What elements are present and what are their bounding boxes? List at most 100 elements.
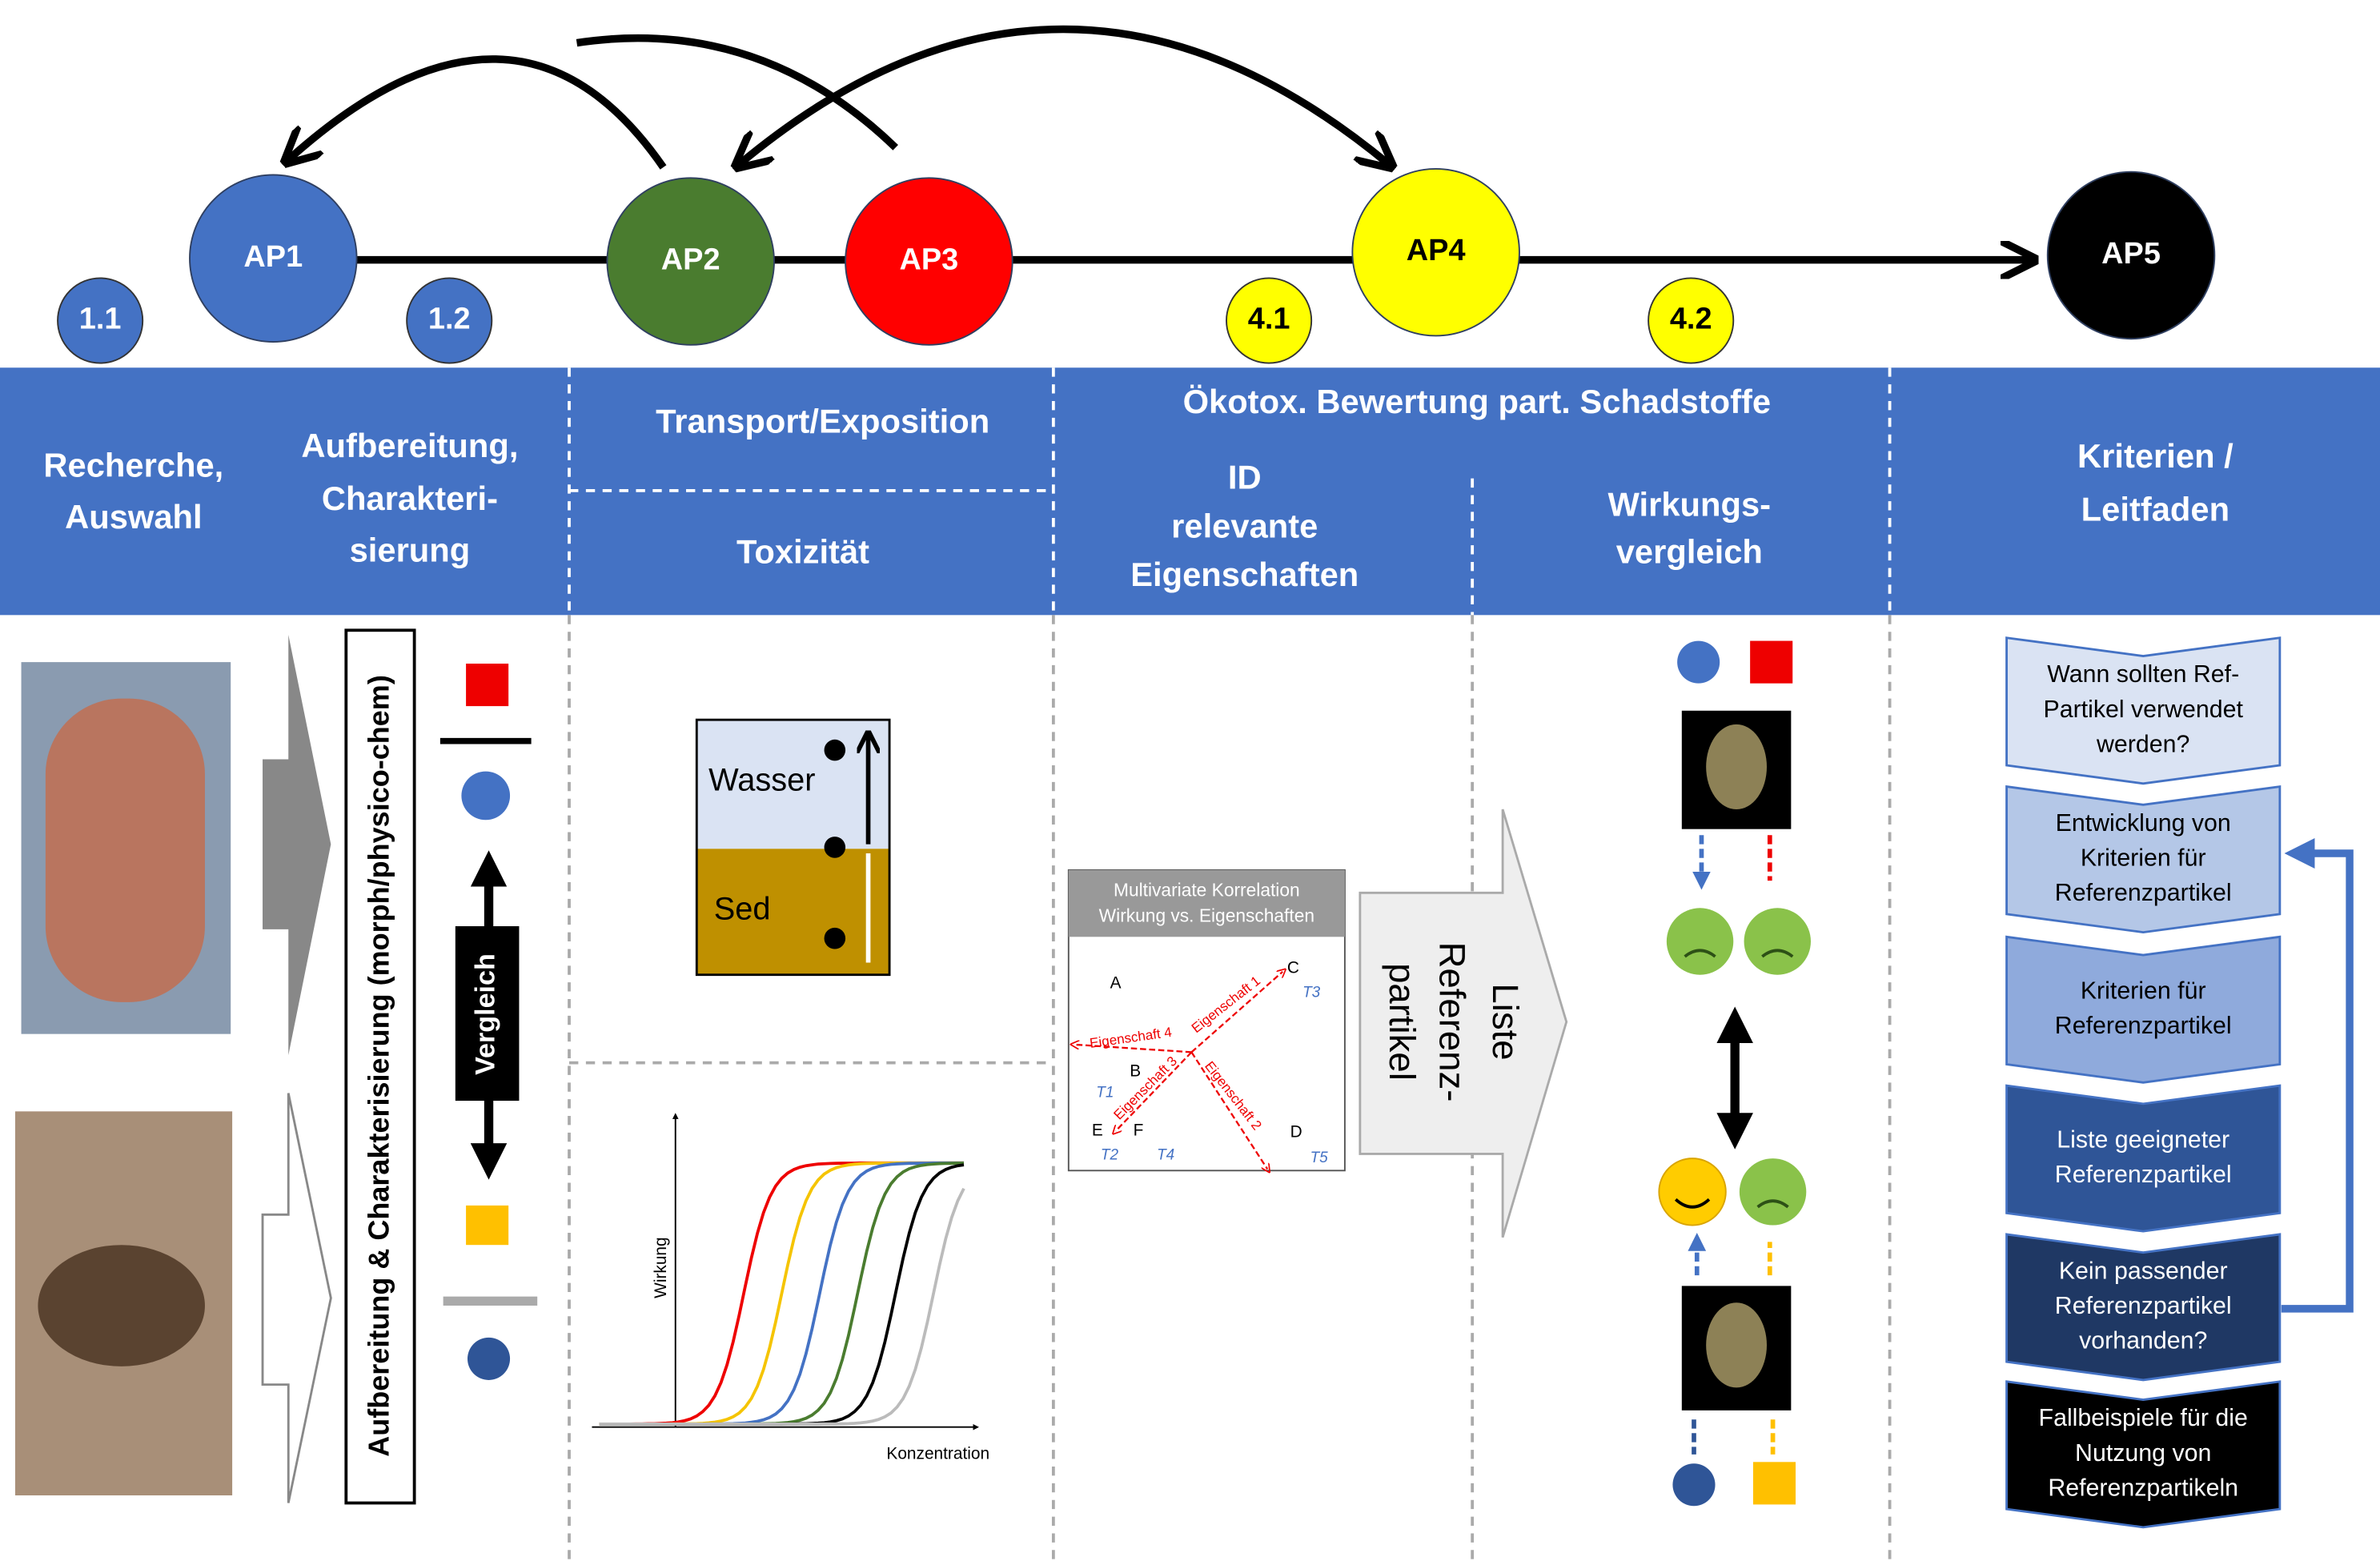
guide-step-label: Kriterien für [2081,845,2206,872]
guide-step-label: Liste geeigneter [2057,1126,2229,1153]
header-text: Kriterien / [2077,437,2234,475]
guide-step-label: Referenzpartikel [2055,1162,2232,1188]
test-label: T2 [1101,1146,1119,1163]
smile [1674,1198,1711,1209]
square-red [1750,640,1793,684]
water-label: Wasser [708,762,815,797]
sub-package-label: 1.1 [79,303,122,336]
work-package-label: AP4 [1407,234,1466,267]
point-label: A [1110,974,1122,993]
correlation-header [1068,869,1345,937]
daphnia [1706,1302,1767,1388]
test-label: T4 [1157,1146,1174,1163]
work-package-label: AP1 [243,240,303,274]
characterization-label: Aufbereitung & Charakterisierung (morph/… [362,675,395,1457]
guide-step-label: Referenzpartikel [2055,1293,2232,1319]
work-package [845,177,1013,346]
guide-step-label: Wann sollten Ref- [2047,661,2239,688]
photo-soil-hands [38,1245,205,1366]
timeline [273,25,2031,259]
square-red [466,664,509,707]
guide-step-label: Partikel verwendet [2043,696,2243,723]
guide-step-label: Referenzpartikeln [2048,1475,2238,1501]
work-package-label: AP5 [2101,237,2161,271]
sub-package-label: 4.2 [1670,303,1712,336]
correlation-title: Wirkung vs. Eigenschaften [1099,905,1314,926]
work-package-label: AP3 [900,243,959,277]
guide-step-label: Referenzpartikel [2055,880,2232,906]
arrow-filled [263,634,331,1056]
header-text: Recherche, [43,446,223,484]
sub-package [1648,277,1735,364]
property-arrow [1190,1051,1267,1169]
sub-package [57,277,144,364]
property-arrow [1074,1045,1192,1053]
sub-package [406,277,493,364]
header-band [0,367,2380,616]
particle [824,927,846,949]
header-text: vergleich [1616,533,1763,571]
guide-step [2005,1084,2282,1233]
point-label: D [1290,1122,1302,1141]
work-package [2046,171,2216,340]
guide-step-label: Kein passender [2059,1258,2228,1284]
work-package [189,174,358,343]
property-arrow [1190,972,1282,1053]
header-text: Transport/Exposition [656,402,989,439]
guide-step-label: Nutzung von [2075,1440,2211,1467]
point-label: C [1287,959,1299,977]
comparison-box [455,926,520,1102]
point-label: F [1134,1121,1144,1139]
header-text: Charakteri- [322,480,498,517]
circle-blue [461,771,511,821]
header-text: Wirkungs- [1608,486,1772,524]
work-package-label: AP2 [661,243,720,277]
header-text: Toxizität [736,533,869,571]
point-label: E [1092,1121,1103,1139]
guide-step-label: Referenzpartikel [2055,1013,2232,1039]
square-yellow [466,1205,509,1246]
header-text: Auswahl [65,498,202,536]
transport-box [695,718,891,977]
feedback-arrow [2281,838,2354,1313]
sub-package [1226,277,1313,364]
header-texts: Recherche, Auswahl Aufbereitung, Charakteri… [43,383,2234,593]
y-axis-label: Wirkung [652,1237,670,1298]
test-label: T1 [1096,1085,1114,1102]
point-label: B [1130,1062,1141,1081]
guide-step-label: werden? [2096,731,2189,757]
daphnia [1706,724,1767,810]
particle [824,837,846,858]
comparison-label: Vergleich [471,953,501,1075]
circle-navy [1672,1463,1716,1507]
circle-blue [1677,640,1720,684]
work-package [606,177,775,346]
header-text: ID [1228,459,1262,496]
result-label: Referenz- [1432,942,1473,1102]
guide-step [2005,785,2282,934]
dose-response-curves [599,1161,965,1426]
guide-steps: Wann sollten Ref- Partikel verwendet werde… [2005,636,2282,1529]
header-text: sierung [350,532,471,569]
dose-response-curve [599,1187,965,1426]
guide-step-label: vorhanden? [2079,1328,2207,1354]
sediment-label: Sed [714,892,771,927]
sick-faces [1666,908,1811,1226]
circle-navy [467,1337,511,1380]
sediment-layer [696,849,890,975]
guide-step-label: Fallbeispiele für die [2039,1405,2248,1431]
header-text: Leitfaden [2081,490,2229,528]
guide-step [2005,1380,2282,1529]
photo-plastics-fragments [45,698,205,1002]
work-package [1351,167,1520,337]
sub-package-label: 4.1 [1248,303,1290,336]
test-label: T3 [1302,984,1321,1001]
result-arrow [1359,809,1568,1238]
square-yellow [1752,1462,1796,1505]
correlation-title: Multivariate Korrelation [1114,879,1300,900]
guide-step [2005,1233,2282,1382]
header-text: Ökotox. Bewertung part. Schadstoffe [1183,383,1772,420]
arrow-outline [261,1093,332,1503]
guide-step-label: Entwicklung von [2056,810,2231,837]
